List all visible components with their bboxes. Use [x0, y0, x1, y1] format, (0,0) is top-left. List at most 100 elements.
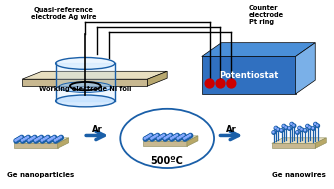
Circle shape	[41, 140, 43, 141]
Circle shape	[148, 136, 149, 137]
Circle shape	[300, 128, 304, 132]
Circle shape	[50, 136, 55, 141]
Circle shape	[154, 135, 158, 139]
Circle shape	[290, 122, 294, 126]
Circle shape	[59, 135, 63, 140]
Circle shape	[150, 137, 154, 141]
Circle shape	[312, 128, 314, 129]
Circle shape	[281, 129, 282, 131]
Polygon shape	[56, 63, 115, 101]
Polygon shape	[202, 57, 296, 94]
Circle shape	[163, 134, 164, 136]
Circle shape	[284, 126, 288, 129]
Circle shape	[149, 133, 153, 138]
Circle shape	[308, 126, 312, 129]
Circle shape	[171, 136, 176, 140]
Polygon shape	[315, 138, 326, 148]
Circle shape	[166, 137, 167, 138]
Circle shape	[34, 136, 35, 138]
Circle shape	[58, 138, 59, 139]
Circle shape	[54, 140, 56, 141]
Circle shape	[157, 138, 159, 139]
Circle shape	[177, 138, 179, 139]
Circle shape	[275, 127, 276, 128]
Circle shape	[272, 131, 276, 134]
Circle shape	[48, 140, 49, 141]
Circle shape	[51, 138, 53, 139]
Circle shape	[155, 133, 160, 138]
Text: Counter
electrode
Pt ring: Counter electrode Pt ring	[249, 5, 284, 25]
Circle shape	[280, 129, 284, 132]
Ellipse shape	[56, 95, 115, 107]
Circle shape	[277, 128, 280, 132]
Polygon shape	[147, 71, 167, 86]
Circle shape	[21, 139, 25, 143]
Circle shape	[30, 139, 31, 140]
Circle shape	[38, 138, 40, 139]
Circle shape	[53, 136, 55, 138]
Circle shape	[277, 129, 279, 130]
Polygon shape	[22, 79, 147, 86]
Ellipse shape	[120, 109, 214, 168]
Ellipse shape	[56, 57, 115, 69]
Circle shape	[43, 139, 44, 140]
Polygon shape	[22, 71, 167, 79]
Circle shape	[40, 136, 42, 138]
Circle shape	[39, 135, 44, 140]
Circle shape	[47, 136, 48, 138]
Circle shape	[156, 137, 161, 141]
Circle shape	[22, 138, 27, 142]
Text: Quasi-reference
electrode Ag wire: Quasi-reference electrode Ag wire	[31, 7, 96, 20]
Circle shape	[188, 133, 193, 138]
Text: Working electrode Ni foil: Working electrode Ni foil	[39, 86, 132, 92]
Circle shape	[15, 140, 16, 141]
Circle shape	[52, 135, 57, 140]
Circle shape	[171, 138, 172, 139]
Circle shape	[186, 135, 191, 139]
Circle shape	[274, 126, 278, 130]
Text: Ar: Ar	[92, 125, 103, 134]
Circle shape	[33, 135, 37, 140]
Circle shape	[317, 125, 318, 126]
Circle shape	[25, 138, 27, 139]
Polygon shape	[272, 138, 326, 143]
Circle shape	[304, 129, 306, 131]
Circle shape	[285, 127, 286, 128]
Circle shape	[167, 135, 171, 139]
Polygon shape	[187, 136, 198, 146]
Circle shape	[184, 138, 185, 139]
Circle shape	[35, 138, 40, 142]
Circle shape	[23, 139, 25, 140]
Polygon shape	[14, 143, 57, 148]
Circle shape	[161, 136, 163, 137]
Circle shape	[312, 127, 315, 130]
Circle shape	[282, 124, 286, 128]
Circle shape	[216, 79, 225, 88]
Circle shape	[155, 136, 156, 137]
Circle shape	[160, 135, 164, 139]
Circle shape	[180, 135, 184, 139]
Circle shape	[315, 123, 316, 124]
Circle shape	[34, 139, 38, 143]
Circle shape	[283, 125, 284, 126]
Circle shape	[156, 134, 158, 136]
Circle shape	[152, 136, 156, 140]
Circle shape	[173, 135, 178, 139]
Circle shape	[172, 137, 174, 138]
Circle shape	[143, 137, 148, 141]
Circle shape	[291, 123, 292, 124]
Circle shape	[176, 137, 181, 141]
Circle shape	[179, 137, 180, 138]
Text: Ge nanoparticles: Ge nanoparticles	[7, 172, 74, 178]
Circle shape	[47, 139, 51, 143]
Circle shape	[145, 136, 150, 140]
Circle shape	[314, 122, 317, 126]
Circle shape	[309, 127, 310, 128]
Circle shape	[182, 133, 186, 138]
Circle shape	[164, 138, 165, 139]
Circle shape	[299, 127, 300, 128]
Circle shape	[186, 137, 187, 138]
Circle shape	[20, 136, 22, 138]
Circle shape	[19, 138, 20, 139]
Circle shape	[227, 79, 236, 88]
